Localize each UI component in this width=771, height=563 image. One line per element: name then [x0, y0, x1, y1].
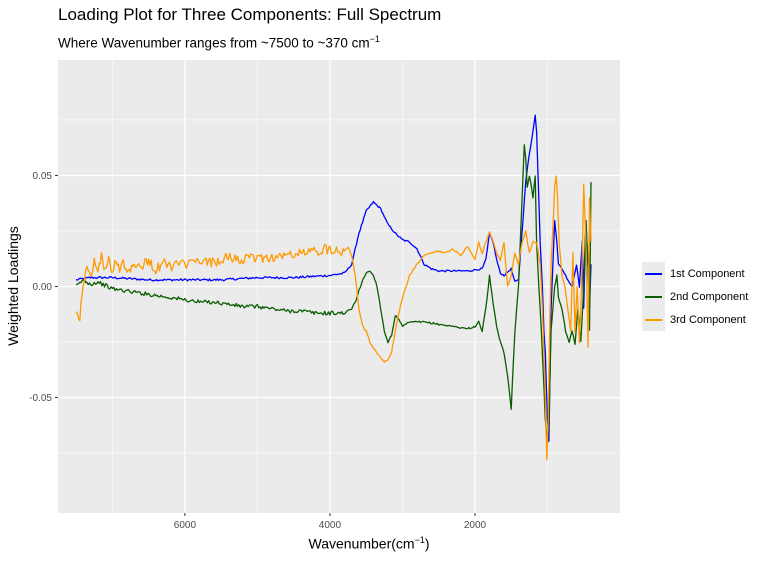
legend-key-1: [642, 262, 665, 285]
subtitle-text: Where Wavenumber ranges from ~7500 to ~3…: [58, 35, 370, 51]
series-line-2: [75, 144, 592, 444]
subtitle-superscript: −1: [369, 34, 380, 44]
legend-item-3[interactable]: 3rd Component: [642, 308, 748, 331]
chart-subtitle: Where Wavenumber ranges from ~7500 to ~3…: [58, 34, 380, 51]
legend-swatch-1: [645, 272, 662, 275]
legend-item-2[interactable]: 2nd Component: [642, 285, 748, 308]
x-tick-label-0: 6000: [174, 520, 197, 531]
legend-label-1: 1st Component: [670, 267, 745, 280]
x-axis-label-close: ): [424, 535, 430, 552]
legend-label-2: 2nd Component: [670, 290, 749, 303]
axes: 6000 4000 2000 0.05 0.00 -0.05: [29, 171, 486, 531]
x-tick-label-2: 2000: [464, 520, 487, 531]
y-tick-label-0: 0.05: [33, 171, 53, 182]
legend-key-2: [642, 285, 665, 308]
y-axis-label: Weighted Loadings: [5, 226, 21, 346]
y-tick-label-1: 0.00: [33, 282, 53, 293]
legend-swatch-2: [645, 295, 662, 298]
chart-title: Loading Plot for Three Components: Full …: [58, 5, 442, 24]
legend-label-3: 3rd Component: [670, 313, 746, 326]
series-line-3: [75, 175, 592, 461]
legend: 1st Component 2nd Component 3rd Componen…: [642, 262, 748, 331]
series-lines: [75, 114, 592, 461]
x-axis-label-superscript: −1: [414, 535, 425, 545]
x-axis-label: Wavenumber(cm−1): [30, 535, 650, 552]
legend-key-3: [642, 308, 665, 331]
major-gridlines: [58, 60, 620, 513]
legend-swatch-3: [645, 318, 662, 321]
x-axis-label-text: Wavenumber(cm: [308, 535, 415, 552]
legend-item-1[interactable]: 1st Component: [642, 262, 748, 285]
y-tick-label-2: -0.05: [29, 393, 52, 404]
x-tick-label-1: 4000: [319, 520, 342, 531]
